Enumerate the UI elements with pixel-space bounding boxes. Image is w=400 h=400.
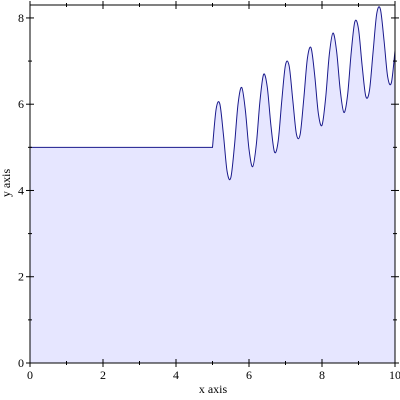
x-axis-label: x axis bbox=[199, 382, 228, 396]
x-tick-label: 0 bbox=[27, 368, 33, 382]
line bbox=[30, 6, 396, 181]
x-tick-label: 4 bbox=[173, 368, 179, 382]
x-tick-label: 6 bbox=[246, 368, 252, 382]
y-tick-label: 0 bbox=[18, 356, 24, 370]
y-tick-label: 6 bbox=[18, 97, 24, 111]
x-tick-label: 10 bbox=[389, 368, 400, 382]
x-tick-label: 2 bbox=[100, 368, 106, 382]
x-tick-label: 8 bbox=[319, 368, 325, 382]
y-tick-label: 2 bbox=[18, 270, 24, 284]
y-axis-label: y axis bbox=[0, 169, 13, 198]
area-fill bbox=[30, 6, 395, 363]
y-tick-label: 8 bbox=[18, 11, 24, 25]
y-tick-label: 4 bbox=[18, 183, 24, 197]
